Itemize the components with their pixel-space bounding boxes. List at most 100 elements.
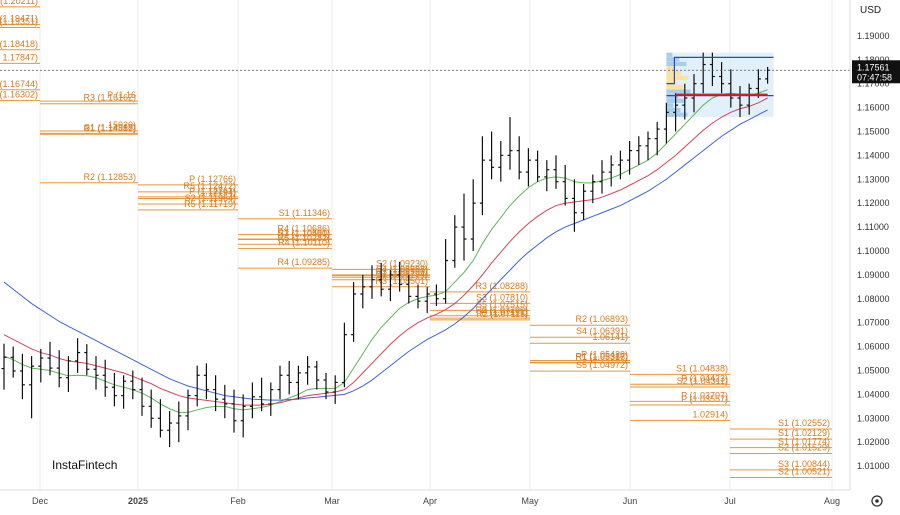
gear-icon[interactable] [871, 495, 883, 507]
pivot-label-54: S2 (1.01529) [778, 442, 830, 452]
candle-26 [240, 394, 246, 438]
pivot-label-15: P (1.12261) [189, 186, 236, 196]
bar-countdown: 07:47:58 [857, 72, 892, 82]
pivot-label-20: R4 (1.10686) [277, 224, 330, 234]
pivot-label-7: R3 (1.16162) [83, 93, 136, 103]
profile-bar-6 [666, 80, 677, 85]
y-tick-16: 1.17000 [857, 79, 890, 89]
candle-80 [737, 86, 743, 118]
candle-7 [65, 356, 71, 392]
moving-average-layer [3, 89, 768, 413]
x-tick-2: Feb [230, 496, 246, 506]
candle-14 [130, 370, 136, 400]
candle-21 [194, 365, 200, 407]
candle-19 [176, 401, 182, 443]
y-tick-12: 1.13000 [857, 174, 890, 184]
candle-35 [323, 372, 329, 400]
y-tick-14: 1.15000 [857, 126, 890, 136]
pivot-label-39: S4 (1.06391) [576, 326, 628, 336]
candle-2 [19, 353, 25, 400]
pivot-label-24: R4 (1.10110) [278, 237, 330, 247]
last-price-value: 1.17561 [857, 62, 890, 72]
candle-23 [213, 375, 219, 412]
pivot-label-44: S5 (1.04972) [576, 360, 628, 370]
candle-9 [84, 344, 90, 376]
candle-8 [75, 338, 81, 373]
candle-58 [535, 150, 541, 182]
candle-55 [507, 117, 513, 170]
profile-bar-8 [666, 89, 691, 94]
pivot-label-33: S3 (1.07810) [476, 292, 528, 302]
logo: InstaFintech [44, 452, 124, 478]
candle-62 [571, 179, 577, 232]
candle-74 [682, 83, 688, 120]
candle-5 [47, 341, 53, 376]
candle-64 [590, 174, 596, 204]
candle-57 [525, 148, 531, 187]
volume-profile [666, 52, 774, 118]
pivot-layer: R2 (1.20211) R4 (1.19471)R1 (1.19351) R3 (… [0, 0, 832, 479]
y-tick-0: 1.01000 [857, 461, 890, 471]
x-tick-5: May [521, 496, 539, 506]
profile-bar-0 [666, 52, 673, 57]
x-tick-7: Jul [724, 496, 736, 506]
pivot-label-30: S1 (1.08794) [376, 269, 428, 279]
pivot-label-19: S1 (1.11346) [279, 208, 330, 218]
pivot-label-23: R5 (1.10282) [277, 233, 330, 243]
candle-13 [121, 375, 127, 409]
currency-label[interactable]: USD [860, 5, 881, 16]
last-price-box [852, 60, 900, 84]
candle-29 [268, 382, 274, 416]
price-axis[interactable]: 1.01000 1.02000 1.03000 1.04000 1.05000 1.060… [849, 0, 900, 510]
profile-bar-11 [666, 103, 674, 108]
y-tick-2: 1.03000 [857, 413, 890, 423]
currency-text: USD [860, 5, 881, 16]
pivot-label-28: 1.08967) [392, 265, 428, 275]
pivot-label-17: S2 (1.11964) [185, 193, 236, 203]
pivot-label-8: P (1.16 [107, 90, 136, 100]
candle-68 [627, 141, 633, 175]
overlay-layer [0, 56, 852, 97]
pivot-label-37: R2 (1.07115) [476, 309, 528, 319]
pivot-label-50: 1.02914) [692, 409, 728, 419]
profile-bar-2 [666, 61, 687, 67]
y-tick-10: 1.11000 [857, 222, 889, 232]
profile-bar-1 [666, 57, 680, 62]
candle-25 [231, 389, 237, 433]
candle-40 [369, 265, 375, 299]
candle-34 [314, 360, 320, 390]
candle-51 [470, 179, 476, 251]
profile-bar-5 [666, 75, 689, 80]
candle-77 [709, 52, 715, 87]
pivot-label-25: R4 (1.09285) [277, 257, 330, 267]
candle-24 [222, 384, 228, 419]
candle-49 [452, 215, 458, 268]
x-tick-8: Aug [824, 496, 840, 506]
pivot-label-52: S1 (1.02129) [778, 428, 830, 438]
candle-71 [654, 121, 660, 156]
y-tick-3: 1.04000 [857, 389, 890, 399]
candle-31 [286, 360, 292, 395]
y-tick-4: 1.05000 [857, 365, 890, 375]
pivot-label-9: .15020) [105, 120, 136, 130]
pivot-label-51: S1 (1.02552) [778, 418, 830, 428]
y-tick-18: 1.19000 [857, 31, 890, 41]
date-axis[interactable]: Dec 2025 Feb Mar Apr May Jun Jul Aug [0, 489, 850, 506]
y-tick-8: 1.09000 [857, 270, 890, 280]
profile-bar-12 [666, 107, 681, 113]
pivot-label-43: R1 (1.05316) [575, 352, 628, 362]
y-tick-5: 1.06000 [857, 342, 890, 352]
ma-line-2 [3, 109, 768, 401]
candle-61 [562, 164, 568, 206]
x-tick-3: Mar [324, 496, 340, 506]
candle-66 [608, 155, 614, 187]
candle-79 [728, 69, 734, 108]
pivot-label-49: P (1.03707) [681, 390, 728, 400]
candle-43 [397, 261, 403, 292]
pivot-label-21: R1 (1.10500) [277, 228, 330, 238]
x-tick-0: Dec [32, 496, 49, 506]
candle-11 [102, 359, 108, 397]
y-tick-6: 1.07000 [857, 318, 890, 328]
candle-37 [341, 322, 347, 388]
